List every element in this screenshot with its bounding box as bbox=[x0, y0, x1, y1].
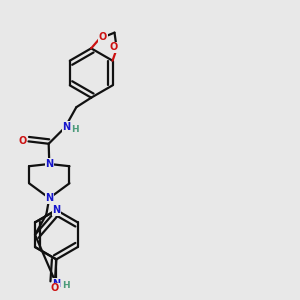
Text: N: N bbox=[52, 279, 60, 289]
Text: N: N bbox=[45, 159, 53, 169]
Text: O: O bbox=[51, 283, 59, 293]
Text: N: N bbox=[52, 205, 60, 215]
Text: O: O bbox=[99, 32, 107, 42]
Text: H: H bbox=[62, 281, 70, 290]
Text: N: N bbox=[45, 193, 53, 203]
Text: O: O bbox=[110, 42, 118, 52]
Text: N: N bbox=[62, 122, 70, 131]
Text: H: H bbox=[72, 125, 79, 134]
Text: O: O bbox=[18, 136, 27, 146]
